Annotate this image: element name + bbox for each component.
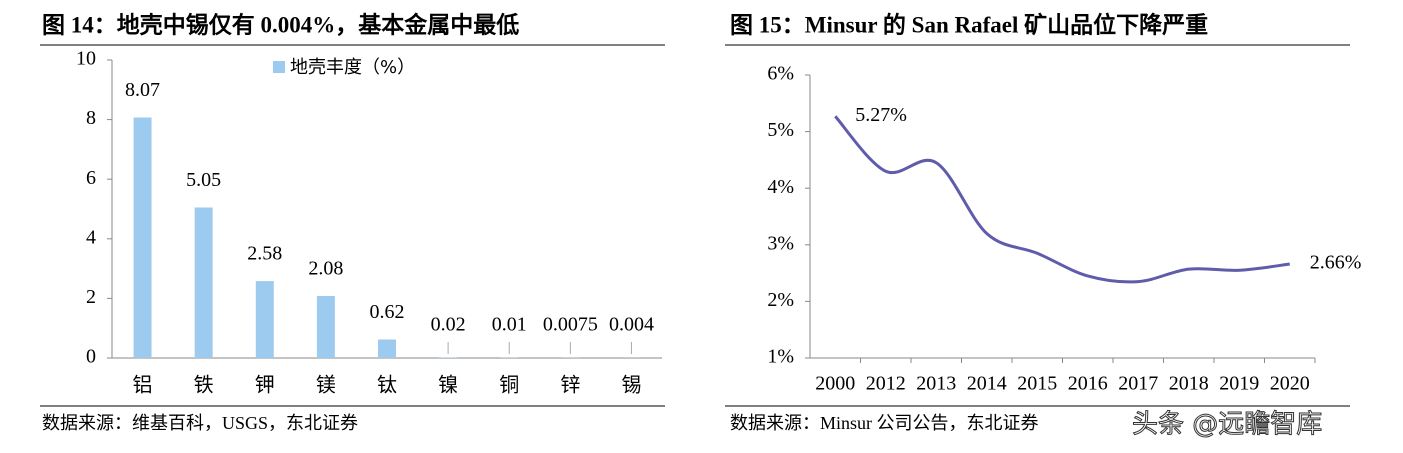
data-label: 0.02: [431, 314, 466, 336]
y-tick-label: 6: [86, 167, 96, 189]
x-tick-label: 2018: [1169, 373, 1209, 395]
y-tick-label: 4: [86, 226, 96, 248]
data-label: 5.05: [186, 169, 221, 191]
source: 数据来源：维基百科，USGS，东北证券: [42, 413, 358, 433]
legend-swatch: [273, 61, 285, 73]
x-tick-label: 2016: [1068, 373, 1108, 395]
bar: [255, 281, 274, 358]
y-tick-label: 0: [86, 346, 96, 368]
y-tick-label: 1%: [767, 346, 794, 368]
x-tick-label: 铝: [133, 374, 153, 397]
x-tick-label: 2017: [1118, 373, 1158, 395]
y-tick-label: 6%: [767, 63, 794, 85]
source: 数据来源：Minsur 公司公告，东北证券: [730, 413, 1039, 433]
y-tick-label: 2%: [767, 289, 794, 311]
y-tick-label: 5%: [767, 119, 794, 141]
y-tick-label: 2: [86, 286, 96, 308]
bar: [439, 357, 458, 358]
x-tick-label: 镁: [316, 374, 336, 397]
y-tick-label: 4%: [767, 176, 794, 198]
x-tick-label: 2000: [815, 373, 855, 395]
x-tick-label: 2015: [1017, 373, 1057, 395]
x-tick-label: 钾: [255, 374, 275, 397]
y-tick-label: 8: [86, 107, 96, 129]
x-tick-label: 镍: [438, 374, 458, 397]
x-tick-label: 2014: [967, 373, 1007, 395]
chart-title: 图 14：地壳中锡仅有 0.004%，基本金属中最低: [42, 11, 519, 37]
y-tick-label: 3%: [767, 232, 794, 254]
x-tick-label: 钛: [377, 374, 397, 397]
data-label: 2.66%: [1310, 252, 1362, 274]
bar: [194, 207, 213, 358]
x-tick-label: 铜: [499, 374, 519, 397]
data-label: 5.27%: [855, 104, 907, 126]
bar: [133, 117, 152, 358]
x-tick-label: 锌: [560, 374, 580, 397]
watermark: 头条 @远瞻智库: [1132, 410, 1322, 440]
data-label: 0.62: [370, 301, 405, 323]
x-tick-label: 铁: [194, 374, 214, 397]
data-label: 2.58: [247, 243, 282, 265]
x-tick-label: 2020: [1270, 373, 1310, 395]
data-label: 2.08: [308, 258, 343, 280]
bar: [378, 339, 396, 358]
x-tick-label: 锡: [621, 374, 641, 397]
data-label: 8.07: [125, 79, 160, 101]
x-tick-label: 2013: [916, 373, 956, 395]
legend-label: 地壳丰度（%）: [290, 57, 415, 78]
x-tick-label: 2012: [866, 373, 906, 395]
y-tick-label: 10: [76, 48, 96, 70]
bar: [316, 296, 335, 358]
data-label: 0.0075: [543, 314, 598, 336]
line: [834, 115, 1290, 284]
data-label: 0.01: [492, 314, 527, 336]
x-tick-label: 2019: [1219, 373, 1259, 395]
data-label: 0.004: [609, 314, 654, 336]
chart-title: 图 15：Minsur 的 San Rafael 矿山品位下降严重: [730, 11, 1208, 37]
